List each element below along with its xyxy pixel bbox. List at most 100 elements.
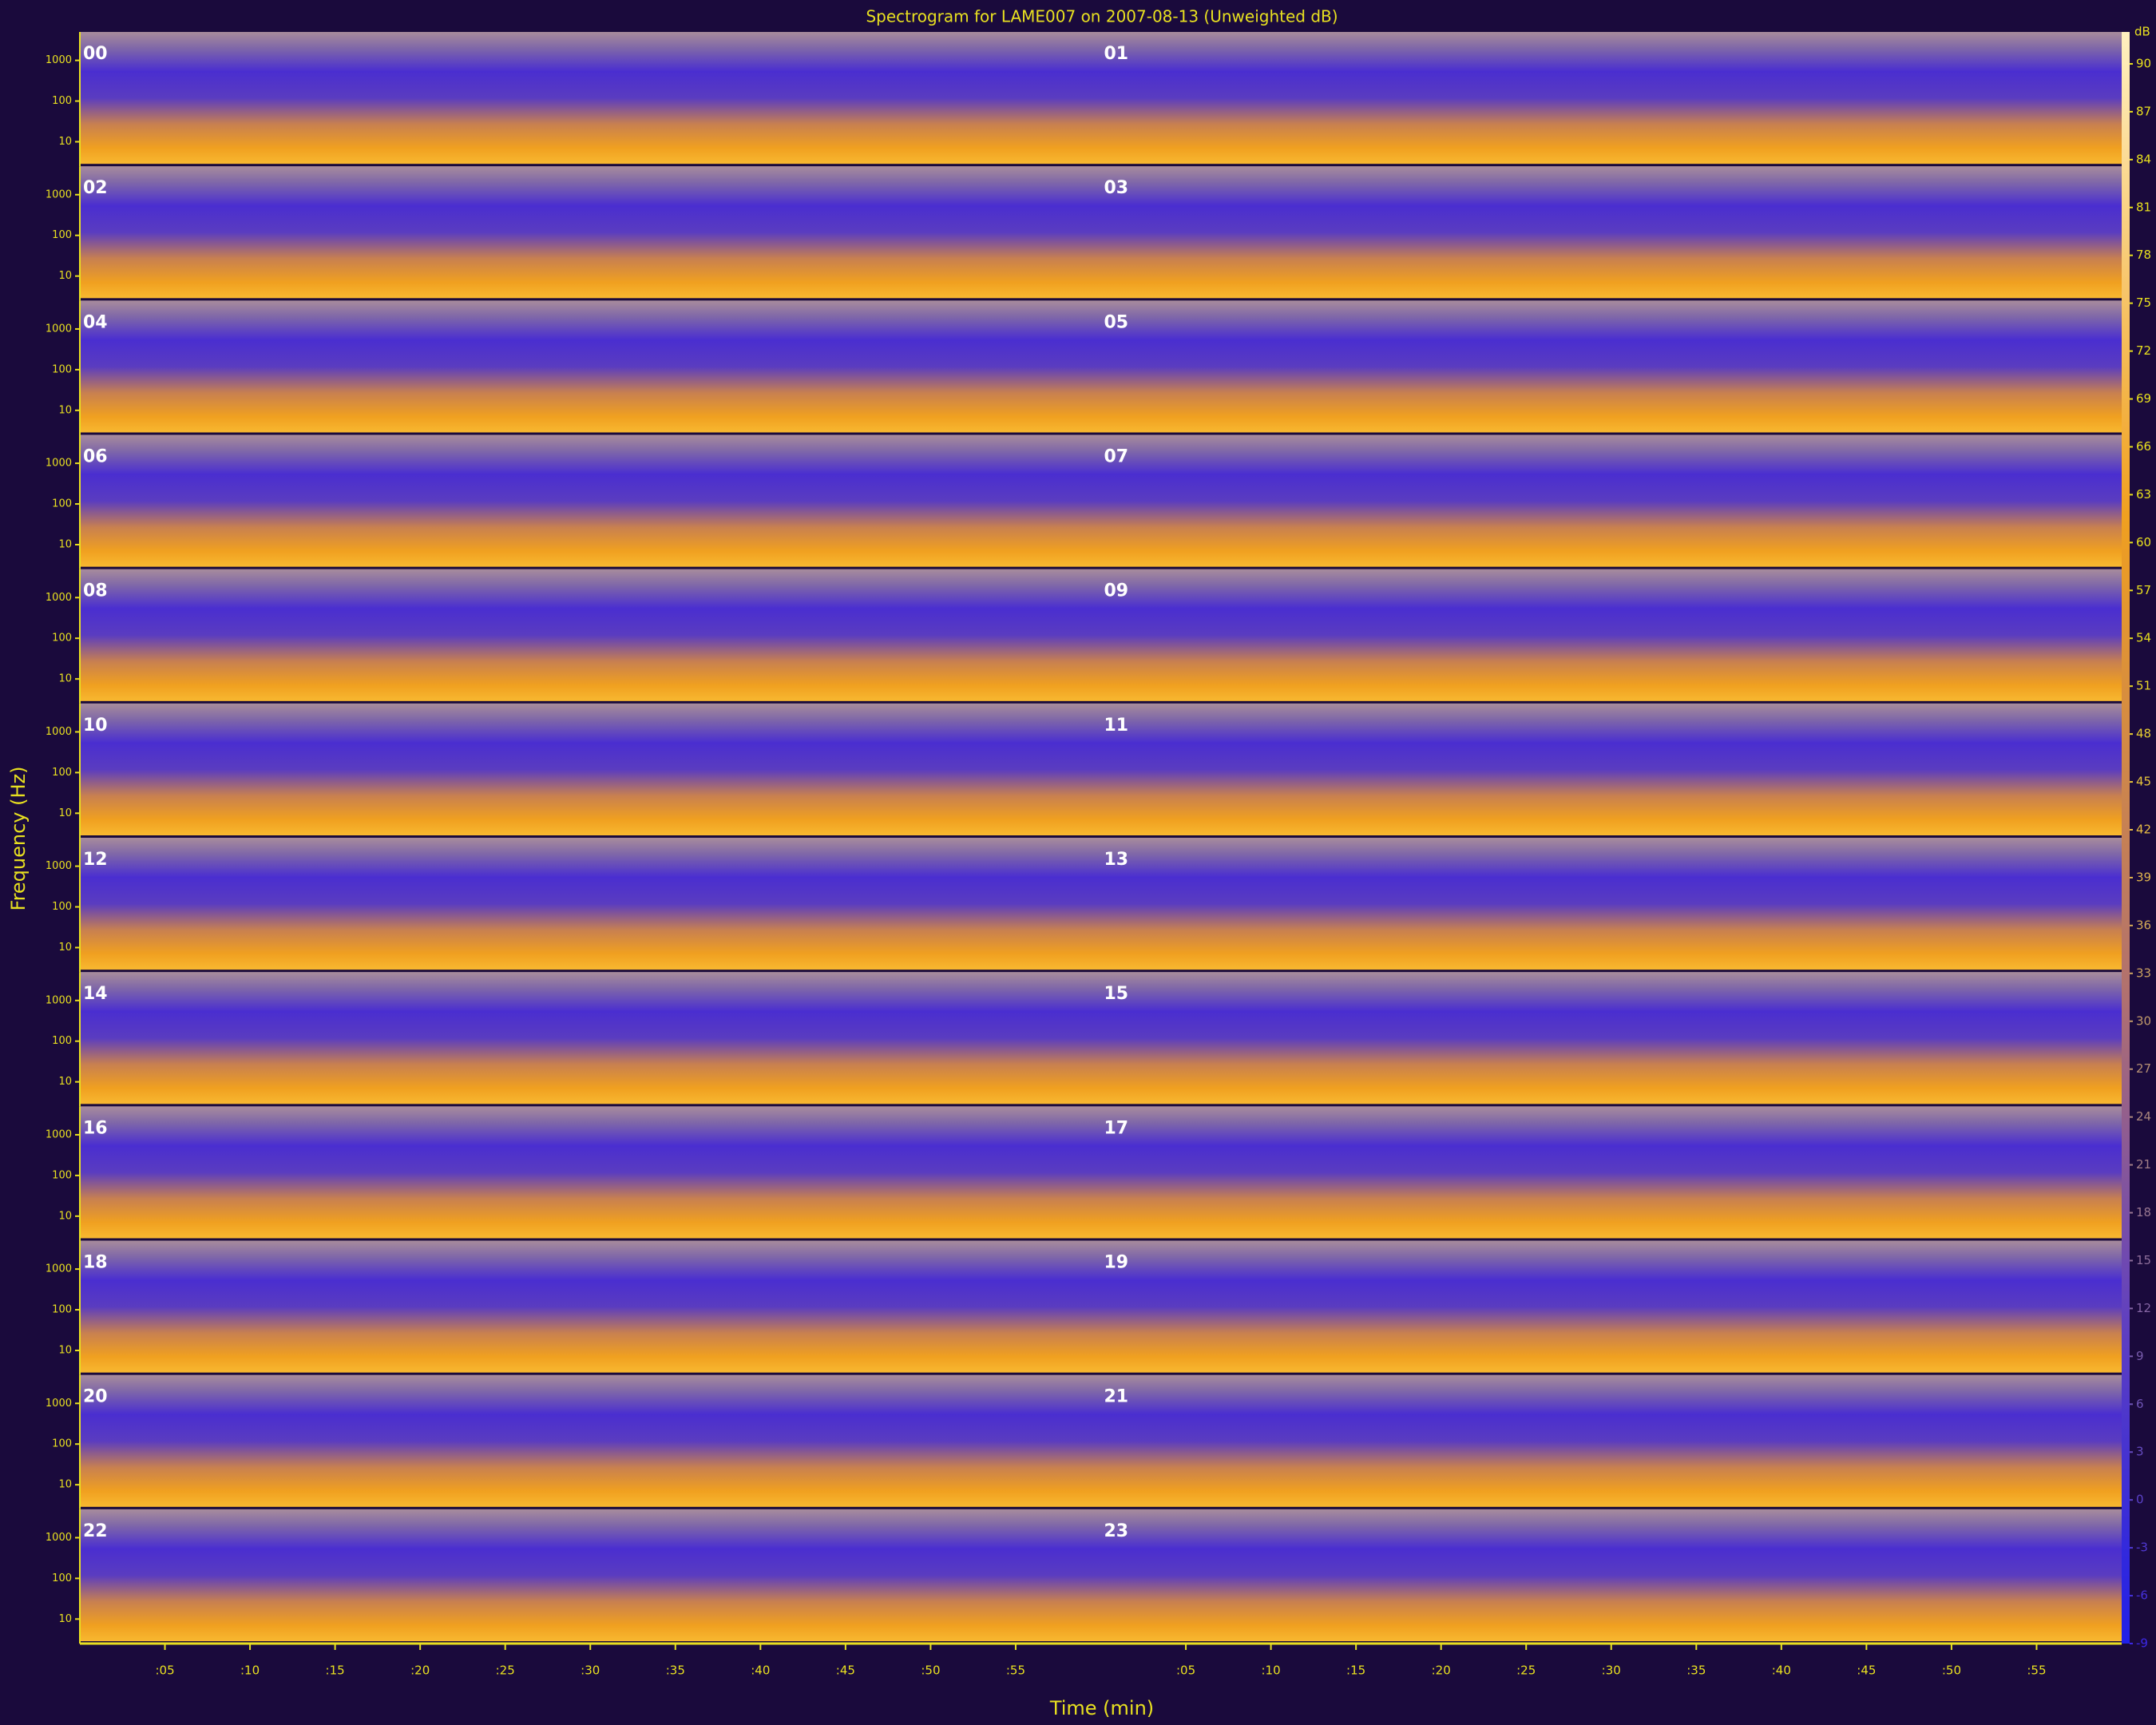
spectrogram-panel [1100, 1374, 2122, 1507]
colorbar-tick-label: 9 [2136, 1349, 2144, 1363]
colorbar-tick-label: -3 [2136, 1541, 2148, 1555]
panel-label: 15 [1104, 984, 1129, 1004]
colorbar-tick-label: 60 [2136, 535, 2151, 549]
colorbar-tick-label: 84 [2136, 152, 2151, 166]
x-tick-label: :40 [1772, 1664, 1791, 1678]
spectrogram-panel [1100, 32, 2122, 165]
y-tick-label: 100 [52, 1572, 72, 1584]
colorbar-tick-label: -9 [2136, 1636, 2148, 1651]
spectrogram-panel [80, 703, 1101, 835]
spectrogram-panel [1100, 434, 2122, 567]
colorbar-tick-label: 48 [2136, 727, 2151, 741]
y-tick-label: 100 [52, 1169, 72, 1181]
colorbar-tick-label: 33 [2136, 966, 2151, 980]
y-tick-label: 10 [58, 1344, 72, 1356]
x-tick-label: :20 [1432, 1664, 1451, 1678]
x-tick-label: :10 [240, 1664, 260, 1678]
panel-label: 18 [83, 1253, 108, 1273]
x-tick-label: :20 [410, 1664, 430, 1678]
x-tick-label: :35 [666, 1664, 685, 1678]
colorbar-tick-label: 57 [2136, 583, 2151, 597]
colorbar-tick-label: 63 [2136, 487, 2151, 502]
colorbar-tick-label: 42 [2136, 823, 2151, 837]
y-tick-label: 10 [58, 1613, 72, 1625]
y-tick-label: 10 [58, 1479, 72, 1491]
spectrogram-panel [80, 1240, 1101, 1373]
colorbar-tick-label: 18 [2136, 1205, 2151, 1219]
panel-label: 02 [83, 178, 108, 198]
spectrogram-panel [1100, 1106, 2122, 1239]
colorbar-tick-label: 75 [2136, 295, 2151, 310]
y-tick-label: 100 [52, 363, 72, 375]
y-tick-label: 10 [58, 942, 72, 954]
x-tick-label: :45 [1857, 1664, 1876, 1678]
panel-label: 13 [1104, 850, 1129, 870]
y-tick-label: 1000 [46, 860, 72, 872]
colorbar-tick-label: 12 [2136, 1301, 2151, 1315]
spectrogram-panel [80, 972, 1101, 1104]
x-tick-label: :30 [581, 1664, 600, 1678]
colorbar-tick-label: 27 [2136, 1061, 2151, 1076]
x-tick-label: :10 [1262, 1664, 1281, 1678]
colorbar-tick-label: 39 [2136, 870, 2151, 884]
panel-label: 17 [1104, 1118, 1129, 1138]
x-tick-label: :55 [2027, 1664, 2046, 1678]
panel-label: 19 [1104, 1253, 1129, 1273]
spectrogram-panel [80, 166, 1101, 299]
x-tick-label: :45 [836, 1664, 855, 1678]
colorbar-tick-label: 21 [2136, 1157, 2151, 1172]
x-tick-label: :50 [1942, 1664, 1961, 1678]
spectrogram-panel [1100, 166, 2122, 299]
chart-title: Spectrogram for LAME007 on 2007-08-13 (U… [866, 7, 1338, 26]
y-tick-label: 100 [52, 901, 72, 913]
panel-label: 00 [83, 44, 108, 64]
x-tick-label: :30 [1602, 1664, 1621, 1678]
panel-label: 10 [83, 716, 108, 736]
spectrogram-panel [1100, 972, 2122, 1104]
colorbar-tick-label: 78 [2136, 248, 2151, 262]
x-tick-label: :55 [1006, 1664, 1025, 1678]
y-tick-label: 1000 [46, 726, 72, 738]
y-tick-label: 10 [58, 1210, 72, 1222]
y-tick-label: 10 [58, 270, 72, 282]
y-tick-label: 10 [58, 1076, 72, 1088]
colorbar-tick-label: 3 [2136, 1445, 2144, 1459]
panel-label: 12 [83, 850, 108, 870]
colorbar-tick-label: 90 [2136, 56, 2151, 70]
spectrogram-panel [1100, 703, 2122, 835]
colorbar-tick-label: 24 [2136, 1109, 2151, 1124]
spectrogram-panel [1100, 300, 2122, 433]
spectrogram-panel [1100, 1509, 2122, 1641]
spectrogram-panel [80, 434, 1101, 567]
panel-label: 04 [83, 312, 108, 332]
spectrogram-panel [80, 1106, 1101, 1239]
panel-label: 22 [83, 1521, 108, 1541]
y-tick-label: 1000 [46, 592, 72, 604]
colorbar-tick-label: 51 [2136, 679, 2151, 693]
x-tick-label: :40 [751, 1664, 770, 1678]
x-tick-label: :15 [326, 1664, 345, 1678]
y-tick-label: 10 [58, 673, 72, 685]
panel-label: 08 [83, 581, 108, 601]
panel-label: 21 [1104, 1387, 1129, 1407]
colorbar-tick-label: 72 [2136, 343, 2151, 358]
panel-label: 11 [1104, 716, 1129, 736]
y-tick-label: 1000 [46, 994, 72, 1006]
y-tick-label: 10 [58, 807, 72, 819]
y-tick-label: 100 [52, 229, 72, 241]
x-tick-label: :05 [155, 1664, 174, 1678]
panel-label: 23 [1104, 1521, 1129, 1541]
panel-label: 01 [1104, 44, 1129, 64]
spectrogram-panel [80, 569, 1101, 701]
colorbar-tick-label: 36 [2136, 918, 2151, 932]
panel-label: 09 [1104, 581, 1129, 601]
panel-label: 03 [1104, 178, 1129, 198]
colorbar-tick-label: -6 [2136, 1588, 2148, 1603]
y-tick-label: 100 [52, 1035, 72, 1047]
y-tick-label: 1000 [46, 323, 72, 335]
spectrogram-panel [80, 32, 1101, 165]
panel-label: 16 [83, 1118, 108, 1138]
spectrogram-panel [1100, 838, 2122, 970]
y-tick-label: 10 [58, 538, 72, 550]
